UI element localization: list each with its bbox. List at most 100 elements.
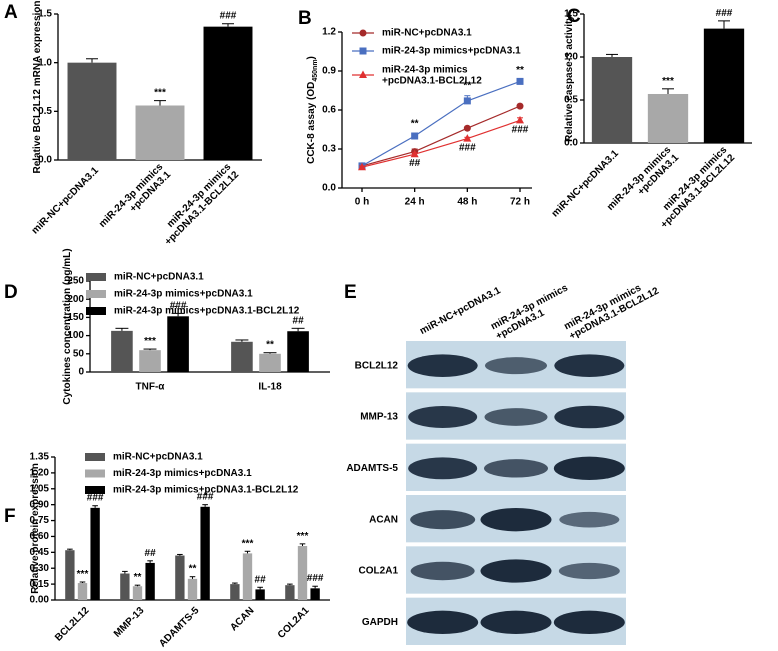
panel-letter: D bbox=[4, 282, 18, 303]
protein-label: GAPDH bbox=[362, 617, 398, 628]
bar bbox=[242, 553, 253, 600]
y-tick-label: 1.5 bbox=[564, 9, 578, 20]
point bbox=[516, 102, 524, 110]
annotation: ## bbox=[255, 574, 267, 585]
x-tick-label: MMP-13 bbox=[112, 605, 147, 640]
y-tick-label: 150 bbox=[67, 312, 84, 323]
y-tick-label: 250 bbox=[67, 276, 84, 287]
point bbox=[358, 162, 366, 171]
x-tick-label: 48 h bbox=[457, 197, 477, 208]
protein-label: BCL2L12 bbox=[355, 360, 399, 371]
y-axis-label-text: Relative BCL2L12 mRNA expression bbox=[32, 0, 43, 173]
blot-band bbox=[484, 408, 548, 426]
blot-band bbox=[407, 610, 479, 634]
legend-swatch bbox=[86, 273, 106, 281]
line bbox=[361, 119, 521, 168]
x-tick-label: miR-NC+pcDNA3.1 bbox=[30, 165, 102, 237]
point bbox=[410, 149, 419, 158]
bar bbox=[167, 316, 189, 372]
y-tick-label: 0.30 bbox=[30, 563, 50, 574]
bar bbox=[65, 550, 75, 600]
y-tick-label: 200 bbox=[67, 294, 84, 305]
annotation: ### bbox=[87, 493, 104, 504]
bar bbox=[230, 584, 240, 600]
y-tick-label: 1.0 bbox=[564, 52, 578, 63]
annotation: *** bbox=[77, 569, 89, 580]
y-tick-label: 0.75 bbox=[30, 515, 50, 526]
annotation: *** bbox=[144, 336, 156, 347]
y-axis-label: Cytokines concentration (pg/mL) bbox=[62, 248, 73, 404]
y-tick-label: 0.0 bbox=[322, 183, 336, 194]
legend-label: miR-24-3p mimics+pcDNA3.1 bbox=[382, 46, 521, 57]
blot-band bbox=[554, 354, 625, 377]
blot-band bbox=[559, 511, 620, 528]
panel-letter: A bbox=[4, 2, 18, 23]
x-tick-label: TNF-α bbox=[136, 382, 166, 393]
lane-label: miR-24-3p mimics+pcDNA3.1 bbox=[489, 282, 575, 342]
legend-label: miR-24-3p mimics+pcDNA3.1-BCL2L12 bbox=[114, 306, 300, 317]
legend-marker bbox=[359, 29, 367, 37]
bar bbox=[591, 57, 633, 143]
bar bbox=[231, 341, 253, 372]
legend-swatch bbox=[85, 469, 105, 478]
legend-label: miR-NC+pcDNA3.1 bbox=[382, 28, 472, 39]
bar bbox=[200, 506, 210, 600]
legend-label: miR-NC+pcDNA3.1 bbox=[113, 452, 203, 463]
y-axis-label: Relative caspase-3 activity bbox=[564, 15, 575, 142]
y-axis-label: CCK-8 assay (OD450nm) bbox=[306, 56, 319, 164]
y-axis-label-subscript: 450nm bbox=[312, 59, 319, 81]
annotation: ** bbox=[516, 65, 524, 76]
y-axis-label-text: Relative protein expression bbox=[30, 463, 41, 594]
blot-band bbox=[484, 459, 548, 478]
y-tick-label: 0.5 bbox=[564, 95, 578, 106]
legend-swatch bbox=[85, 453, 105, 461]
y-tick-label: 0.45 bbox=[30, 547, 50, 558]
x-tick-label: IL-18 bbox=[258, 382, 282, 393]
y-axis-label: Relative protein expression bbox=[30, 463, 41, 594]
blot-band bbox=[480, 508, 552, 532]
annotation: ### bbox=[307, 573, 324, 584]
x-tick-label: 24 h bbox=[405, 197, 425, 208]
bar bbox=[90, 507, 100, 600]
bar bbox=[145, 562, 155, 600]
y-tick-label: 1.35 bbox=[30, 452, 50, 463]
bar bbox=[132, 586, 143, 600]
annotation: ### bbox=[716, 8, 733, 19]
y-tick-label: 0.9 bbox=[322, 66, 336, 77]
y-tick-label: 0.5 bbox=[38, 106, 52, 117]
annotation: ## bbox=[145, 548, 157, 559]
y-tick-label: 0.3 bbox=[322, 144, 336, 155]
blot-band bbox=[480, 610, 552, 634]
point bbox=[463, 97, 471, 105]
legend-marker bbox=[359, 70, 367, 78]
annotation: ### bbox=[220, 11, 237, 22]
y-tick-label: 0.6 bbox=[322, 105, 336, 116]
y-tick-label: 50 bbox=[73, 348, 85, 359]
panel-letter: B bbox=[298, 8, 312, 29]
protein-label: COL2A1 bbox=[359, 566, 399, 577]
blot-band bbox=[554, 405, 625, 429]
point bbox=[516, 115, 524, 124]
annotation: ## bbox=[293, 315, 305, 326]
annotation: ## bbox=[409, 158, 421, 169]
protein-label: MMP-13 bbox=[360, 412, 398, 423]
y-tick-label: 1.5 bbox=[38, 9, 52, 20]
bar bbox=[175, 555, 185, 600]
annotation: *** bbox=[297, 531, 309, 542]
bar bbox=[285, 585, 295, 600]
y-tick-label: 1.05 bbox=[30, 483, 50, 494]
x-tick-label: BCL2L12 bbox=[53, 605, 92, 644]
bar bbox=[187, 578, 198, 600]
bar bbox=[203, 26, 253, 160]
legend-marker bbox=[359, 47, 367, 55]
y-tick-label: 0.00 bbox=[30, 595, 50, 606]
bar bbox=[255, 589, 265, 600]
y-tick-label: 1.2 bbox=[322, 27, 336, 38]
line bbox=[361, 105, 521, 167]
annotation: ** bbox=[134, 572, 142, 583]
y-tick-label: 1.20 bbox=[30, 468, 50, 479]
y-axis-label-suffix: ) bbox=[306, 56, 317, 59]
bar bbox=[703, 28, 745, 143]
annotation: *** bbox=[242, 538, 254, 549]
